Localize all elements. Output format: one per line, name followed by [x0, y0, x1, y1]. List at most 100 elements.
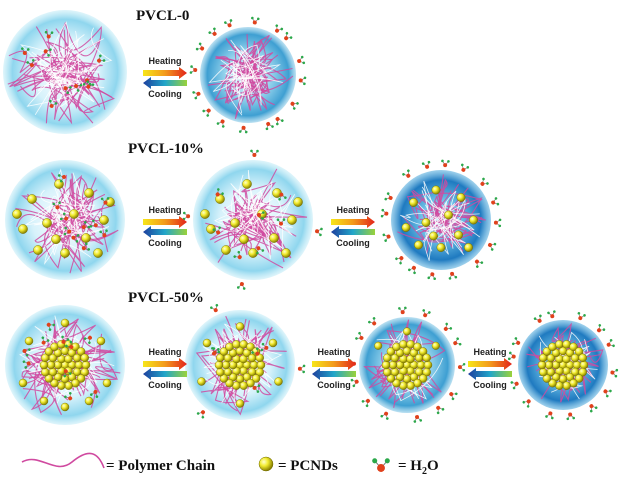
pcnd-sphere-icon	[102, 378, 112, 388]
water-molecule-icon	[22, 360, 31, 369]
h2o-suffix: O	[426, 458, 439, 474]
polymer-chain	[247, 169, 296, 250]
h2o-prefix: = H	[398, 458, 422, 474]
water-molecule-icon	[453, 337, 462, 346]
pcnd-sphere-icon	[246, 342, 255, 352]
pcnd-sphere-icon	[84, 396, 94, 406]
water-molecule-icon	[384, 192, 393, 201]
pcnd-sphere-icon	[456, 193, 466, 202]
water-molecule-icon	[97, 54, 106, 63]
pcnd-sphere-icon	[202, 338, 212, 348]
pcnd-sphere-icon	[572, 360, 582, 370]
legend-graphics	[21, 452, 390, 472]
polymer-chain	[40, 21, 80, 94]
pcnd-sphere-icon	[41, 353, 50, 363]
water-molecule-icon	[275, 116, 284, 126]
pcnd-sphere-icon	[235, 399, 245, 408]
h2o-sub: 2	[421, 466, 427, 477]
cooling-label: Cooling	[148, 89, 182, 99]
water-molecule-icon	[603, 389, 612, 398]
water-molecule-icon	[216, 119, 225, 128]
polymer-chain	[8, 41, 106, 110]
heat-cool-arrow-icon	[143, 358, 187, 380]
polymer-particle	[348, 306, 466, 423]
pcnd-sphere-icon	[81, 233, 91, 243]
pcnd-sphere-icon	[81, 360, 91, 370]
water-molecule-icon	[547, 310, 556, 319]
pcnd-sphere-icon	[33, 245, 43, 255]
legend-pcnds-label: = PCNDs	[278, 458, 338, 474]
polymer-chain	[40, 168, 95, 236]
water-molecule-icon	[260, 342, 269, 352]
pcnd-sphere-icon	[41, 367, 50, 377]
water-molecule-icon	[21, 47, 30, 56]
pcnd-sphere-icon	[381, 360, 391, 370]
cooling-label: Cooling	[336, 238, 370, 248]
pcnd-sphere-icon	[383, 367, 392, 377]
polymer-chain	[227, 64, 281, 103]
water-molecule-icon	[265, 121, 274, 131]
polymer-chain	[421, 186, 475, 261]
water-molecule-icon	[315, 227, 323, 237]
water-molecule-icon	[448, 271, 458, 280]
water-molecule-icon	[63, 86, 72, 95]
pcnd-sphere-icon	[255, 353, 264, 363]
water-molecule-icon	[196, 410, 205, 419]
pcnd-sphere-icon	[256, 360, 266, 370]
pcnd-sphere-icon	[392, 378, 401, 388]
water-molecule-icon	[41, 336, 50, 345]
pcnd-sphere-icon	[216, 353, 225, 363]
cooling-label: Cooling	[148, 238, 182, 248]
polymer-chain	[400, 190, 480, 242]
water-molecule-icon	[507, 351, 516, 361]
water-molecule-icon	[195, 42, 205, 51]
water-molecule-icon	[284, 31, 293, 41]
water-molecule-icon	[395, 256, 404, 265]
pcnd-sphere-icon	[84, 188, 94, 198]
water-molecule-icon	[208, 27, 217, 36]
polymer-chain	[225, 38, 263, 76]
pcnd-sphere-icon	[281, 248, 291, 258]
water-molecule-icon	[297, 364, 306, 374]
polymer-chain	[208, 60, 283, 84]
water-molecule-icon	[577, 312, 586, 321]
cooling-label: Cooling	[317, 380, 351, 390]
polymer-chain	[45, 48, 101, 124]
pcnd-sphere-icon	[268, 338, 278, 348]
pcnd-sphere-icon	[60, 402, 70, 412]
pcnd-sphere-icon	[215, 194, 225, 204]
water-molecule-icon	[236, 282, 246, 290]
polymer-chain	[215, 51, 274, 92]
polymer-chain	[37, 51, 105, 98]
cooling-label: Cooling	[148, 380, 182, 390]
water-molecule-icon	[238, 125, 248, 134]
water-molecule-icon	[398, 306, 407, 315]
water-molecule-icon	[202, 108, 211, 117]
pcnd-sphere-icon	[255, 367, 264, 377]
pcnd-sphere-icon	[44, 347, 54, 356]
pcnd-sphere-icon	[50, 378, 59, 388]
water-molecule-icon	[278, 192, 287, 201]
polymer-chain	[222, 192, 284, 249]
polymer-chain	[219, 64, 275, 106]
water-molecule-icon	[610, 368, 619, 378]
pcnd-sphere-icon	[409, 198, 418, 207]
water-molecule-icon	[545, 411, 554, 420]
water-molecule-icon	[256, 211, 265, 220]
water-molecule-icon	[276, 218, 286, 226]
pcnd-sphere-icon	[46, 360, 56, 370]
water-molecule-icon	[46, 322, 56, 331]
heating-label: Heating	[148, 347, 182, 357]
water-molecule-icon	[49, 99, 58, 108]
title-pvcl50: PVCL-50%	[128, 290, 204, 306]
water-molecule-icon	[250, 149, 259, 158]
pcnd-sphere-icon	[39, 396, 49, 406]
water-molecule-icon	[606, 338, 615, 348]
heat-cool-arrow-icon	[468, 358, 512, 380]
water-molecule-icon	[421, 160, 431, 169]
pcnd-sphere-icon	[64, 381, 73, 390]
title-pvcl10: PVCL-10%	[128, 141, 204, 157]
polymer-chain	[225, 77, 265, 116]
pcnd-sphere-icon	[239, 381, 248, 390]
